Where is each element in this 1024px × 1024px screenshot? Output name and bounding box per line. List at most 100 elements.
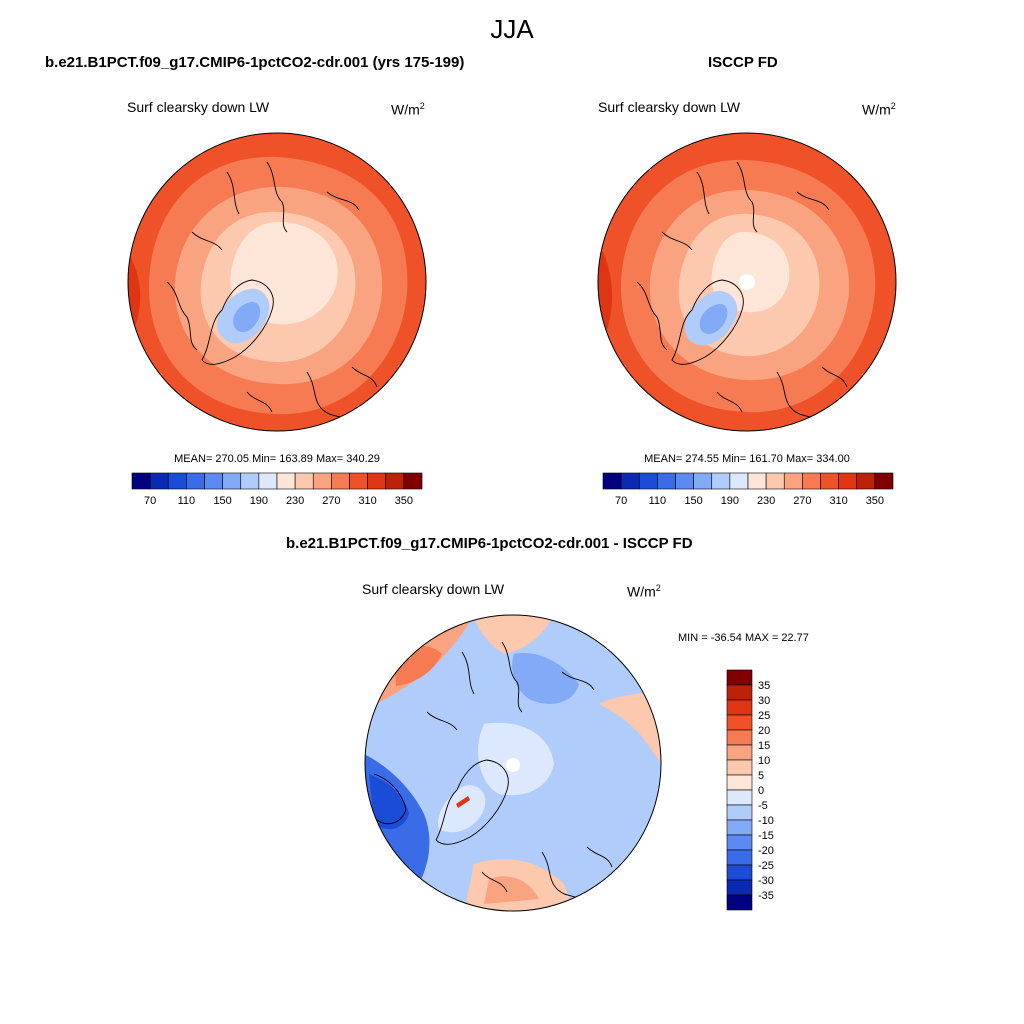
model-variable-label: Surf clearsky down LW (127, 99, 270, 115)
colorbar-box (820, 472, 839, 490)
pole-missing (739, 274, 755, 290)
colorbar-tick-label: -25 (758, 860, 774, 872)
colorbar-box (403, 472, 423, 490)
colorbar-tick-label: 190 (250, 495, 268, 507)
colorbar-box (726, 759, 753, 776)
colorbar-tick-label: 35 (758, 680, 770, 692)
model-colorbar: 70 110 150 190 230 270 310 350 (131, 472, 423, 507)
colorbar-tick-label: -20 (758, 845, 774, 857)
field-cold-core (369, 774, 409, 830)
colorbar-tick-label: 15 (758, 740, 770, 752)
model-units-label: W/m2 (391, 101, 425, 118)
field-bottom-warm-2 (484, 876, 539, 904)
field-blue-patch (512, 653, 579, 704)
colorbar-box (726, 684, 753, 701)
colorbar-box (726, 714, 753, 731)
colorbar-box (874, 472, 894, 490)
colorbar-tick-label: 70 (615, 495, 627, 507)
colorbar-box (783, 472, 803, 490)
coastlines (636, 161, 848, 423)
colorbar-tick-label: 310 (358, 495, 376, 507)
colorbar-tick-label: 150 (213, 495, 231, 507)
obs-variable-label: Surf clearsky down LW (598, 99, 741, 115)
coastlines (373, 641, 613, 903)
obs-polar-map (597, 132, 897, 432)
figure-title: JJA (490, 14, 534, 44)
colorbar-tick-label: 10 (758, 755, 770, 767)
obs-stats: MEAN= 274.55 Min= 161.70 Max= 334.00 (644, 453, 850, 465)
colorbar-box (294, 472, 314, 490)
colorbar-box (726, 864, 753, 881)
colorbar-box (638, 472, 658, 490)
colorbar-box (726, 774, 753, 791)
colorbar-tick-label: 110 (178, 495, 196, 507)
colorbar-box (726, 804, 753, 821)
colorbar-box (693, 472, 713, 490)
colorbar-box (149, 472, 169, 490)
colorbar-tick-label: 230 (286, 495, 304, 507)
colorbar-box (726, 834, 753, 851)
colorbar-box (711, 472, 731, 490)
colorbar-tick-label: -30 (758, 875, 774, 887)
colorbar-tick-label: 270 (793, 495, 811, 507)
diff-minmax: MIN = -36.54 MAX = 22.77 (678, 632, 809, 644)
colorbar-tick-label: 5 (758, 770, 764, 782)
colorbar-tick-label: 270 (322, 495, 340, 507)
colorbar-tick-label: 230 (757, 495, 775, 507)
colorbar-box (276, 472, 296, 490)
colorbar-tick-label: 20 (758, 725, 770, 737)
colorbar-tick-label: 0 (758, 785, 764, 797)
colorbar-box (726, 669, 753, 686)
colorbar-box (602, 472, 622, 490)
colorbar-tick-label: 70 (144, 495, 156, 507)
colorbar-box (620, 472, 640, 490)
colorbar-box (240, 472, 260, 490)
colorbar-box (204, 472, 223, 490)
colorbar-box (765, 472, 785, 490)
obs-colorbar: 70 110 150 190 230 270 310 350 (602, 472, 894, 507)
colorbar-tick-label: 310 (829, 495, 847, 507)
colorbar-box (726, 744, 753, 761)
colorbar-box (726, 699, 753, 716)
obs-panel-title: ISCCP FD (708, 54, 778, 71)
colorbar-box (802, 472, 821, 490)
colorbar-box (349, 472, 368, 490)
colorbar-box (838, 472, 858, 490)
field-greenland-core (699, 303, 728, 335)
diff-units-label: W/m2 (627, 583, 661, 600)
pole-missing (506, 758, 520, 772)
colorbar-box (258, 472, 278, 490)
colorbar-box (131, 472, 151, 490)
diff-panel-title: b.e21.B1PCT.f09_g17.CMIP6-1pctCO2-cdr.00… (286, 535, 693, 552)
colorbar-tick-label: 150 (684, 495, 702, 507)
colorbar-box (222, 472, 242, 490)
field-warm-spot (456, 796, 470, 808)
colorbar-box (726, 819, 753, 836)
colorbar-box (856, 472, 876, 490)
colorbar-tick-label: -10 (758, 815, 774, 827)
colorbar-box (726, 879, 753, 896)
colorbar-box (367, 472, 387, 490)
colorbar-box (385, 472, 405, 490)
colorbar-tick-label: 190 (721, 495, 739, 507)
diff-variable-label: Surf clearsky down LW (362, 581, 505, 597)
colorbar-tick-label: 350 (395, 495, 413, 507)
colorbar-box (726, 849, 753, 866)
colorbar-box (726, 894, 753, 911)
colorbar-box (167, 472, 187, 490)
colorbar-box (726, 789, 753, 806)
diff-polar-map (364, 614, 662, 912)
colorbar-box (312, 472, 332, 490)
colorbar-box (657, 472, 676, 490)
colorbar-tick-label: -15 (758, 830, 774, 842)
model-polar-map (127, 132, 427, 432)
colorbar-box (675, 472, 694, 490)
colorbar-box (186, 472, 205, 490)
field-greenland-core (233, 301, 261, 333)
colorbar-tick-label: 350 (866, 495, 884, 507)
colorbar-tick-label: 25 (758, 710, 770, 722)
colorbar-tick-label: -5 (758, 800, 768, 812)
colorbar-tick-label: -35 (758, 890, 774, 902)
colorbar-box (726, 729, 753, 746)
diff-colorbar: 35 30 25 20 15 10 5 0 -5 -10 -15 -20 -25 -30 -35 (726, 669, 774, 911)
